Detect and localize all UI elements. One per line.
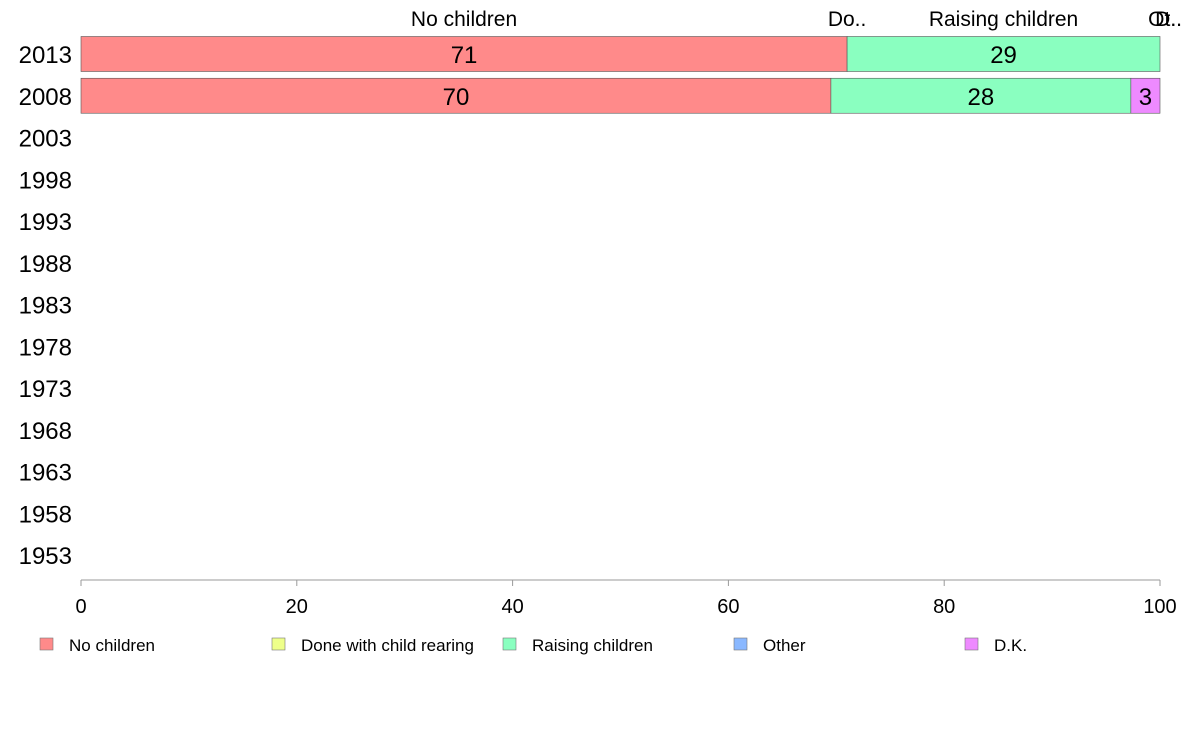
data-label-2008-0: 70 [443,84,470,111]
y-tick-label-1968: 1968 [19,418,72,445]
bar-2008-no-children [80,77,832,114]
legend-label: Raising children [532,636,653,655]
top-segment-label: Ot.. [1148,8,1182,31]
x-tick-label-20: 20 [286,596,308,618]
y-tick-label-1973: 1973 [19,376,72,403]
y-tick-label-1998: 1998 [19,167,72,194]
legend-label: D.K. [994,636,1027,655]
y-tick-label-1963: 1963 [19,460,72,487]
y-tick-label-2008: 2008 [19,84,72,111]
bar-2013-raising-children [846,36,1161,72]
legend-label: Done with child rearing [301,636,474,655]
y-tick-label-1988: 1988 [19,251,72,278]
legend-swatch-no-children [39,637,54,651]
data-label-2013-2: 29 [990,42,1017,69]
x-tick-label-60: 60 [717,596,739,618]
legend-label: Other [763,636,806,655]
top-segment-label: Raising children [929,8,1078,31]
top-segment-label: Do.. [828,8,867,31]
bar-2008-raising-children [830,77,1132,114]
x-tick-label-0: 0 [75,596,86,618]
bar-2013-no-children [80,36,848,72]
legend-swatch-raising-children [502,637,517,651]
top-segment-label: No children [411,8,517,31]
legend-swatch-d-k- [964,637,979,651]
x-tick-label-80: 80 [933,596,955,618]
y-tick-label-2003: 2003 [19,126,72,153]
data-label-2008-2: 28 [968,84,995,111]
y-tick-label-1958: 1958 [19,501,72,528]
x-tick-label-100: 100 [1143,596,1176,618]
legend-label: No children [69,636,155,655]
data-label-2013-0: 71 [451,42,478,69]
data-label-2008-4: 3 [1139,84,1152,111]
legend-swatch-done-with-child-rearing [271,637,286,651]
y-tick-label-1953: 1953 [19,543,72,570]
legend-swatch-other [733,637,748,651]
y-tick-label-1993: 1993 [19,209,72,236]
top-segment-label: D.. [1155,8,1182,31]
y-tick-label-2013: 2013 [19,42,72,69]
y-tick-label-1978: 1978 [19,334,72,361]
bar-2008-d-k- [1130,77,1161,114]
y-tick-label-1983: 1983 [19,293,72,320]
x-tick-label-40: 40 [501,596,523,618]
